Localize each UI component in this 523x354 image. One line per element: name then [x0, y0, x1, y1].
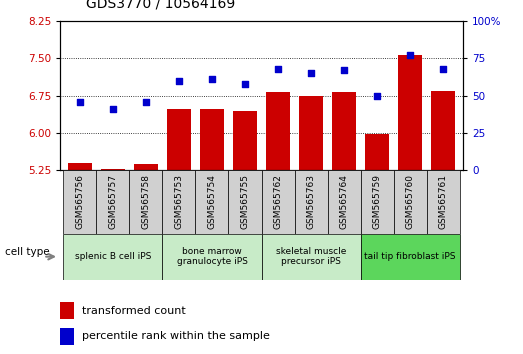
Text: GSM565754: GSM565754	[208, 174, 217, 229]
Text: GSM565758: GSM565758	[141, 174, 151, 229]
Bar	[266, 92, 290, 354]
Text: transformed count: transformed count	[82, 306, 186, 316]
Bar	[399, 55, 422, 354]
Text: GSM565760: GSM565760	[405, 174, 415, 229]
Bar	[101, 169, 124, 354]
Text: skeletal muscle
precursor iPS: skeletal muscle precursor iPS	[276, 247, 346, 266]
Text: GSM565764: GSM565764	[339, 174, 348, 229]
Point	[439, 66, 447, 72]
Bar	[431, 91, 454, 354]
Bar	[167, 109, 190, 354]
Text: GSM565753: GSM565753	[175, 174, 184, 229]
Text: GSM565757: GSM565757	[108, 174, 118, 229]
Text: GSM565762: GSM565762	[274, 174, 282, 229]
Text: GSM565755: GSM565755	[241, 174, 249, 229]
Bar	[163, 170, 196, 234]
Bar	[130, 170, 163, 234]
Point	[406, 53, 414, 58]
Text: bone marrow
granulocyte iPS: bone marrow granulocyte iPS	[177, 247, 247, 266]
Point	[274, 66, 282, 72]
Bar	[233, 112, 257, 354]
Bar	[63, 234, 163, 280]
Bar	[360, 234, 460, 280]
Text: splenic B cell iPS: splenic B cell iPS	[75, 252, 151, 261]
Bar	[69, 164, 92, 354]
Bar	[60, 302, 74, 319]
Bar	[96, 170, 130, 234]
Bar	[327, 170, 360, 234]
Bar	[333, 92, 356, 354]
Point	[307, 70, 315, 76]
Bar	[393, 170, 427, 234]
Point	[175, 78, 183, 84]
Text: GSM565756: GSM565756	[75, 174, 84, 229]
Point	[340, 68, 348, 73]
Point	[241, 81, 249, 86]
Bar	[300, 96, 323, 354]
Bar	[294, 170, 327, 234]
Text: GSM565759: GSM565759	[372, 174, 382, 229]
Bar	[427, 170, 460, 234]
Bar	[360, 170, 393, 234]
Bar	[262, 170, 294, 234]
Bar	[262, 234, 360, 280]
Point	[208, 76, 216, 82]
Bar	[63, 170, 96, 234]
Point	[373, 93, 381, 98]
Text: GSM565763: GSM565763	[306, 174, 315, 229]
Point	[76, 99, 84, 104]
Text: cell type: cell type	[5, 247, 50, 257]
Point	[142, 99, 150, 104]
Text: GSM565761: GSM565761	[439, 174, 448, 229]
Bar	[60, 328, 74, 345]
Text: tail tip fibroblast iPS: tail tip fibroblast iPS	[365, 252, 456, 261]
Point	[109, 106, 117, 112]
Bar	[196, 170, 229, 234]
Bar	[366, 134, 389, 354]
Bar	[134, 164, 157, 354]
Bar	[163, 234, 262, 280]
Text: GDS3770 / 10564169: GDS3770 / 10564169	[86, 0, 235, 11]
Bar	[229, 170, 262, 234]
Text: percentile rank within the sample: percentile rank within the sample	[82, 331, 270, 341]
Bar	[200, 109, 223, 354]
